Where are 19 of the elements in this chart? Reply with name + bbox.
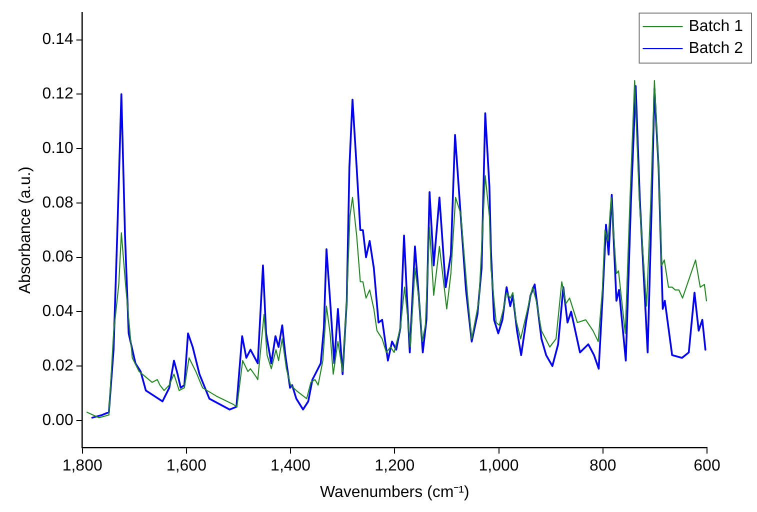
x-tick-label: 1,000 bbox=[478, 458, 519, 475]
y-tick-label: 0.08 bbox=[42, 194, 74, 212]
legend-label: Batch 2 bbox=[688, 40, 744, 58]
y-axis-title: Absorbance (a.u.) bbox=[17, 166, 34, 294]
y-tick-label: 0.00 bbox=[42, 412, 74, 429]
x-tick-label: 1,600 bbox=[166, 458, 207, 475]
x-tick-label: 1,400 bbox=[270, 458, 311, 475]
y-tick-label: 0.06 bbox=[42, 248, 74, 266]
x-tick-label: 800 bbox=[590, 458, 616, 475]
y-tick-label: 0.10 bbox=[42, 140, 74, 157]
x-tick-label: 600 bbox=[694, 458, 720, 475]
legend-label: Batch 1 bbox=[688, 18, 744, 36]
x-axis-title: Wavenumbers (cm⁻¹) bbox=[320, 484, 470, 501]
y-tick-label: 0.04 bbox=[42, 303, 74, 320]
y-tick-label: 0.02 bbox=[42, 357, 74, 374]
x-tick-label: 1,200 bbox=[374, 458, 415, 475]
y-tick-label: 0.12 bbox=[42, 86, 74, 103]
y-tick-label: 0.14 bbox=[42, 31, 74, 48]
x-tick-label: 1,800 bbox=[62, 458, 102, 475]
